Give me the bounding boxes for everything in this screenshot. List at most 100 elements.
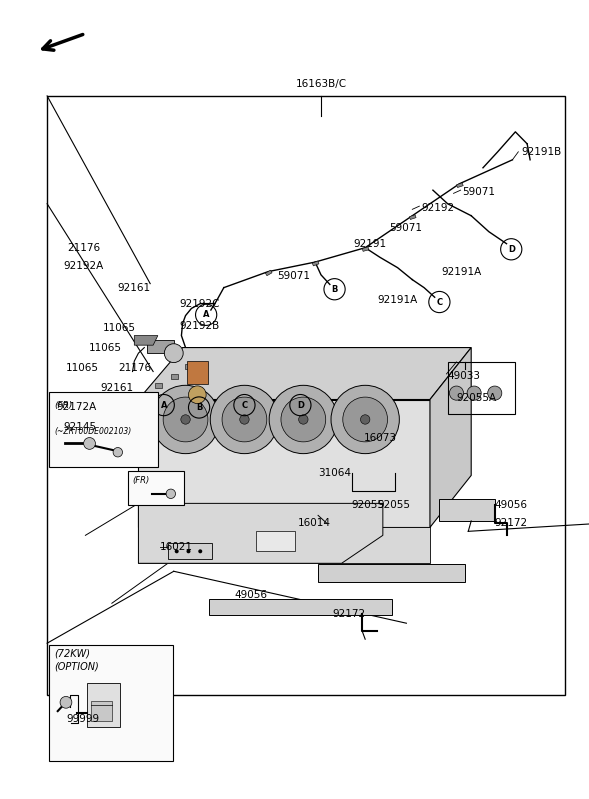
Text: 92055A: 92055A bbox=[456, 393, 497, 403]
Text: 92191A: 92191A bbox=[377, 295, 417, 304]
Text: (FR): (FR) bbox=[132, 476, 149, 485]
Text: 92172: 92172 bbox=[495, 519, 528, 528]
Circle shape bbox=[331, 385, 399, 454]
Text: (~ZRT00DE002103): (~ZRT00DE002103) bbox=[54, 427, 131, 436]
Text: 92172A: 92172A bbox=[56, 403, 96, 412]
Bar bbox=[439, 499, 495, 521]
Circle shape bbox=[343, 397, 388, 442]
Circle shape bbox=[360, 415, 370, 424]
Circle shape bbox=[299, 415, 308, 424]
Polygon shape bbox=[138, 503, 383, 563]
Text: 92192A: 92192A bbox=[64, 261, 104, 271]
Polygon shape bbox=[138, 527, 430, 563]
Bar bbox=[47, 96, 565, 695]
Bar bbox=[209, 599, 392, 615]
Circle shape bbox=[163, 397, 208, 442]
Text: 31064: 31064 bbox=[318, 468, 351, 478]
Circle shape bbox=[113, 447, 123, 457]
Circle shape bbox=[175, 549, 178, 554]
Circle shape bbox=[281, 397, 326, 442]
Bar bbox=[168, 543, 212, 559]
Text: 49056: 49056 bbox=[234, 590, 267, 600]
Circle shape bbox=[166, 489, 176, 499]
Text: 92172: 92172 bbox=[333, 609, 366, 618]
FancyBboxPatch shape bbox=[49, 645, 173, 761]
Circle shape bbox=[210, 385, 279, 454]
Bar bbox=[318, 564, 465, 582]
Circle shape bbox=[188, 386, 206, 403]
Circle shape bbox=[164, 344, 183, 363]
Text: 11065: 11065 bbox=[103, 323, 136, 332]
Circle shape bbox=[240, 415, 249, 424]
Text: 92192B: 92192B bbox=[180, 321, 220, 331]
Text: 92191A: 92191A bbox=[442, 267, 482, 276]
Text: 49056: 49056 bbox=[495, 500, 528, 510]
Text: 11065: 11065 bbox=[88, 343, 121, 352]
Text: 59071: 59071 bbox=[462, 187, 495, 197]
Text: (72KW): (72KW) bbox=[54, 649, 90, 659]
Text: 92161: 92161 bbox=[100, 383, 133, 392]
Text: 16073: 16073 bbox=[364, 433, 397, 443]
Text: MOTORCYCLE: MOTORCYCLE bbox=[201, 401, 412, 430]
Circle shape bbox=[181, 415, 190, 424]
Polygon shape bbox=[138, 400, 430, 527]
FancyBboxPatch shape bbox=[91, 701, 112, 721]
Bar bbox=[448, 362, 515, 414]
Circle shape bbox=[449, 386, 464, 400]
Text: A: A bbox=[203, 310, 210, 320]
Circle shape bbox=[84, 438, 95, 449]
Polygon shape bbox=[147, 340, 174, 353]
Text: 16163B/C: 16163B/C bbox=[296, 79, 346, 89]
Text: D: D bbox=[508, 244, 515, 254]
Text: (FR): (FR) bbox=[54, 401, 72, 410]
Text: 92191B: 92191B bbox=[521, 147, 561, 157]
Circle shape bbox=[151, 385, 220, 454]
Circle shape bbox=[269, 385, 337, 454]
Text: 92055: 92055 bbox=[351, 500, 384, 510]
Bar bbox=[186, 364, 193, 369]
Circle shape bbox=[222, 397, 267, 442]
Text: 92192C: 92192C bbox=[180, 299, 220, 308]
Text: D: D bbox=[297, 400, 304, 410]
Polygon shape bbox=[138, 348, 471, 400]
Text: 21176: 21176 bbox=[118, 363, 151, 372]
Text: B: B bbox=[332, 284, 337, 294]
Text: 92055: 92055 bbox=[377, 500, 410, 510]
Text: 49033: 49033 bbox=[448, 371, 481, 380]
FancyBboxPatch shape bbox=[128, 471, 184, 505]
Bar bbox=[155, 383, 162, 388]
Text: 59071: 59071 bbox=[277, 271, 310, 280]
Bar bbox=[171, 373, 178, 379]
Text: C: C bbox=[436, 297, 442, 307]
Text: 99999: 99999 bbox=[66, 714, 99, 724]
Text: (OPTION): (OPTION) bbox=[54, 662, 99, 672]
FancyBboxPatch shape bbox=[49, 392, 158, 467]
Text: 16014: 16014 bbox=[297, 519, 330, 528]
Text: C: C bbox=[241, 400, 247, 410]
Bar bbox=[256, 531, 294, 551]
Polygon shape bbox=[134, 336, 158, 345]
Text: 21176: 21176 bbox=[68, 243, 101, 252]
Bar bbox=[266, 270, 272, 276]
Bar bbox=[312, 261, 319, 266]
Bar bbox=[456, 183, 463, 188]
Polygon shape bbox=[430, 348, 471, 527]
Text: A: A bbox=[160, 400, 167, 410]
Text: 92191: 92191 bbox=[353, 239, 386, 248]
Text: B: B bbox=[196, 403, 202, 412]
Text: 11065: 11065 bbox=[66, 363, 99, 372]
Circle shape bbox=[60, 697, 72, 708]
Circle shape bbox=[187, 549, 190, 554]
Circle shape bbox=[467, 386, 481, 400]
Text: 92161: 92161 bbox=[118, 283, 151, 292]
Text: 59071: 59071 bbox=[389, 223, 422, 233]
Circle shape bbox=[488, 386, 502, 400]
Circle shape bbox=[198, 549, 202, 554]
Text: SPARE PARTS: SPARE PARTS bbox=[213, 435, 400, 459]
Bar bbox=[187, 361, 208, 384]
Circle shape bbox=[165, 347, 271, 452]
Bar bbox=[409, 215, 416, 220]
FancyBboxPatch shape bbox=[87, 683, 120, 727]
Text: 16021: 16021 bbox=[160, 543, 193, 552]
Text: 92145: 92145 bbox=[64, 423, 97, 432]
